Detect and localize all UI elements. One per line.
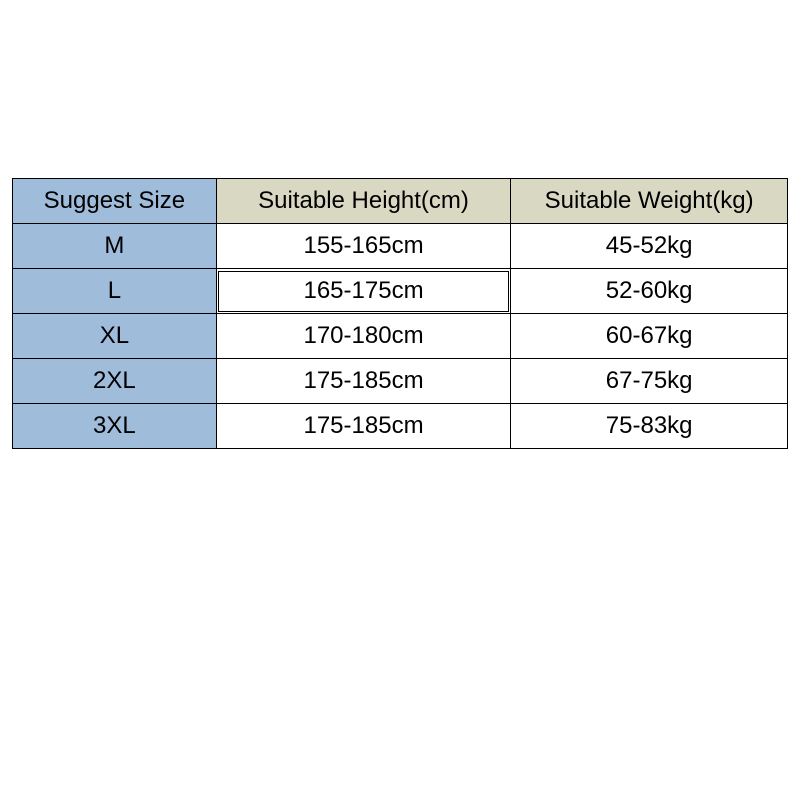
cell-weight: 75-83kg xyxy=(511,404,788,449)
header-height: Suitable Height(cm) xyxy=(216,179,511,224)
table-row: L 165-175cm 52-60kg xyxy=(13,269,788,314)
cell-size: M xyxy=(13,224,217,269)
table-header-row: Suggest Size Suitable Height(cm) Suitabl… xyxy=(13,179,788,224)
cell-height: 165-175cm xyxy=(216,269,511,314)
cell-height: 175-185cm xyxy=(216,404,511,449)
cell-height: 170-180cm xyxy=(216,314,511,359)
size-table: Suggest Size Suitable Height(cm) Suitabl… xyxy=(12,178,788,449)
cell-size: XL xyxy=(13,314,217,359)
cell-weight: 52-60kg xyxy=(511,269,788,314)
cell-height: 155-165cm xyxy=(216,224,511,269)
table-row: 2XL 175-185cm 67-75kg xyxy=(13,359,788,404)
cell-size: L xyxy=(13,269,217,314)
cell-size: 3XL xyxy=(13,404,217,449)
cell-weight: 60-67kg xyxy=(511,314,788,359)
table-row: XL 170-180cm 60-67kg xyxy=(13,314,788,359)
cell-weight: 45-52kg xyxy=(511,224,788,269)
header-size: Suggest Size xyxy=(13,179,217,224)
table-row: M 155-165cm 45-52kg xyxy=(13,224,788,269)
cell-size: 2XL xyxy=(13,359,217,404)
cell-weight: 67-75kg xyxy=(511,359,788,404)
cell-height: 175-185cm xyxy=(216,359,511,404)
header-weight: Suitable Weight(kg) xyxy=(511,179,788,224)
table-row: 3XL 175-185cm 75-83kg xyxy=(13,404,788,449)
